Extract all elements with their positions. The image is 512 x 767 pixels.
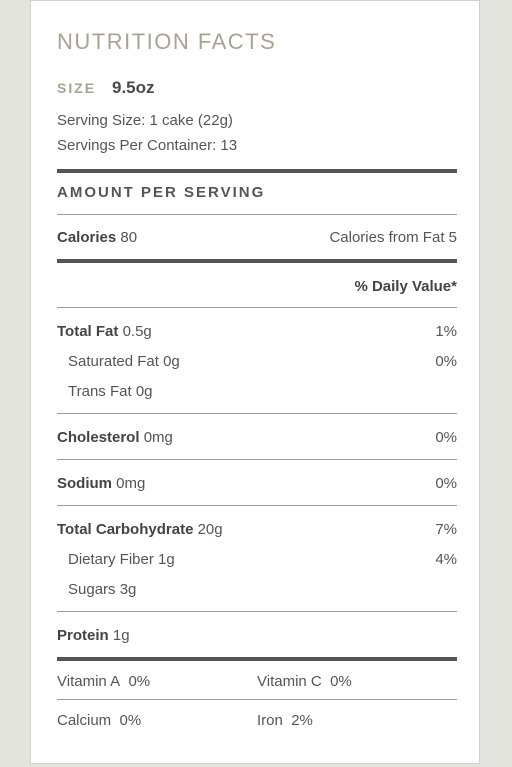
nutrient-dv: 7% xyxy=(435,521,457,538)
vitamin-name: Vitamin C xyxy=(257,673,322,690)
nutrient-dv: 0% xyxy=(435,353,457,370)
divider xyxy=(57,699,457,700)
nutrient-name: Cholesterol xyxy=(57,429,140,446)
calories-value: 80 xyxy=(120,229,138,246)
nutrient-name: Protein xyxy=(57,627,109,644)
nutrient-amount: 20g xyxy=(197,521,223,538)
divider xyxy=(57,505,457,506)
daily-value-header: % Daily Value* xyxy=(354,278,457,295)
vitamin-dv: 2% xyxy=(291,712,313,729)
calories-from-fat: Calories from Fat 5 xyxy=(329,229,457,246)
nutrient-amount: 0mg xyxy=(116,475,146,492)
divider-thick xyxy=(57,259,457,263)
divider xyxy=(57,413,457,414)
divider-thick xyxy=(57,657,457,661)
page-title: NUTRITION FACTS xyxy=(57,29,277,54)
nutrient-dv: 1% xyxy=(435,323,457,340)
vitamin-dv: 0% xyxy=(330,673,352,690)
divider xyxy=(57,214,457,215)
nutrient-name: Sodium xyxy=(57,475,112,492)
divider xyxy=(57,459,457,460)
vitamin-name: Calcium xyxy=(57,712,112,729)
nutrient-name: Total Carbohydrate xyxy=(57,521,194,538)
nutrition-panel: NUTRITION FACTS SIZE 9.5oz Serving Size:… xyxy=(30,0,480,764)
vitamin-dv: 0% xyxy=(119,712,142,729)
vitamin-item-calcium: Calcium 0% xyxy=(57,712,141,729)
nutrient-name: Trans Fat xyxy=(68,383,132,400)
vitamin-name: Iron xyxy=(257,712,283,729)
servings-per-container: Servings Per Container: 13 xyxy=(57,137,238,154)
amount-per-serving-heading: AMOUNT PER SERVING xyxy=(57,184,266,201)
vitamin-item-vitamin-a: Vitamin A 0% xyxy=(57,673,150,690)
divider xyxy=(57,611,457,612)
size-label: SIZE xyxy=(57,80,97,96)
nutrient-dv: 4% xyxy=(435,551,457,568)
vitamin-dv: 0% xyxy=(128,673,151,690)
serving-size: Serving Size: 1 cake (22g) xyxy=(57,112,233,129)
nutrient-amount: 0.5g xyxy=(122,323,152,340)
nutrient-name: Saturated Fat xyxy=(68,353,159,370)
size-value: 9.5oz xyxy=(112,78,155,97)
nutrient-dv: 0% xyxy=(435,429,457,446)
nutrient-amount: 3g xyxy=(119,581,137,598)
vitamin-item-vitamin-c: Vitamin C 0% xyxy=(257,673,352,690)
vitamin-item-iron: Iron 2% xyxy=(257,712,313,729)
nutrient-dv: 0% xyxy=(435,475,457,492)
nutrient-name: Dietary Fiber xyxy=(68,551,154,568)
divider xyxy=(57,307,457,308)
nutrient-amount: 0g xyxy=(163,353,180,370)
calories-label: Calories xyxy=(57,229,117,246)
nutrient-amount: 1g xyxy=(112,627,130,644)
vitamin-name: Vitamin A xyxy=(57,673,121,690)
nutrient-amount: 0g xyxy=(135,383,153,400)
nutrient-name: Sugars xyxy=(68,581,116,598)
nutrient-amount: 1g xyxy=(158,551,175,568)
nutrient-name: Total Fat xyxy=(57,323,119,340)
nutrient-amount: 0mg xyxy=(143,429,173,446)
divider-thick xyxy=(57,169,457,173)
